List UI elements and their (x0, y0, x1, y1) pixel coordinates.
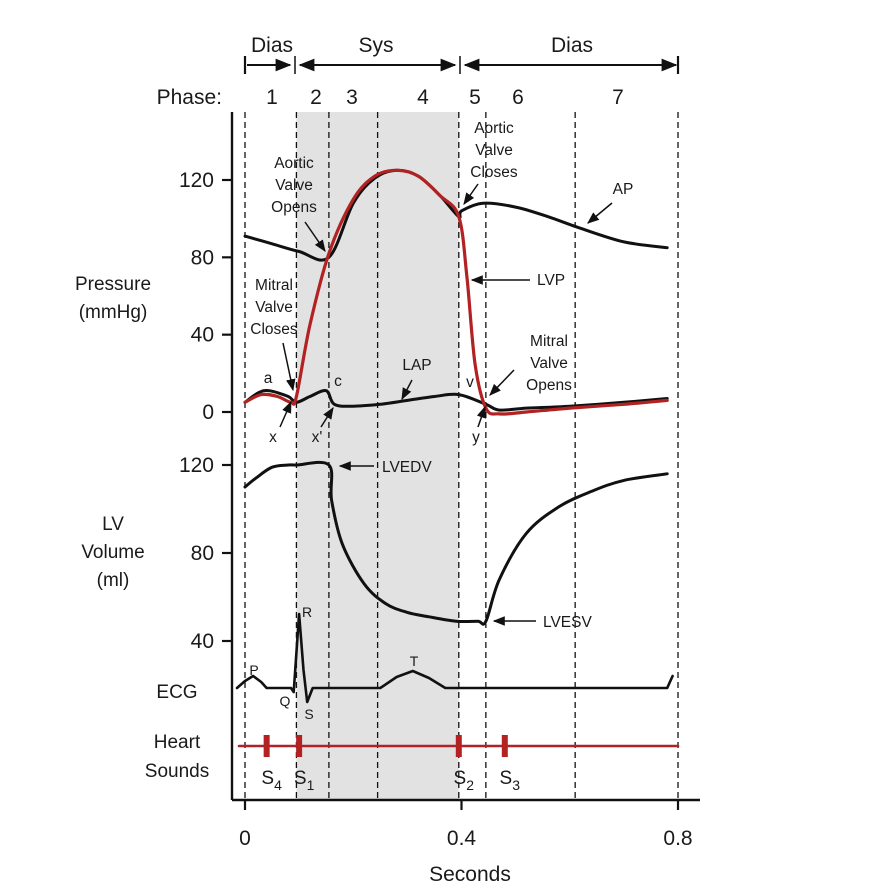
pressure-tick-label-80: 80 (191, 246, 214, 269)
phase-numbers: 1 2 3 4 5 6 7 (266, 86, 624, 109)
heart-sound-s2-label: S2 (454, 768, 475, 793)
pressure-tick-label-120: 120 (179, 169, 214, 192)
svg-text:AP: AP (613, 181, 634, 198)
annotation-mitral-valve-opens: Mitral Valve Opens (489, 333, 572, 396)
annotation-lvesv: LVESV (492, 614, 592, 631)
phase-number-3: 3 (346, 86, 358, 109)
pressure-axis-label-2: (mmHg) (79, 302, 148, 323)
cycle-bracket: Dias Sys Dias (243, 34, 680, 74)
phase-number-5: 5 (469, 86, 481, 109)
svg-text:a: a (264, 370, 273, 387)
pressure-tick-label-40: 40 (191, 324, 214, 347)
phase-row-label: Phase: (157, 86, 222, 109)
ecg-wave-q: Q (280, 693, 291, 709)
svg-text:Closes: Closes (250, 321, 298, 338)
annotation-lap: LAP (401, 357, 432, 401)
phase-number-6: 6 (512, 86, 524, 109)
x-tick-label-2: 0.8 (663, 827, 692, 850)
svg-text:Valve: Valve (255, 299, 293, 316)
volume-axis-label-1: LV (102, 514, 124, 535)
phase-number-2: 2 (310, 86, 322, 109)
svg-text:Aortic: Aortic (474, 120, 514, 137)
svg-text:y: y (472, 429, 480, 446)
volume-axis-label-3: (ml) (97, 570, 130, 591)
y-axis-ticks: 0 40 80 120 40 80 120 (179, 169, 232, 653)
heart-sound-s1-mark (296, 735, 303, 757)
svg-text:LVEDV: LVEDV (382, 459, 432, 476)
svg-text:Valve: Valve (275, 177, 313, 194)
annotation-ap: AP (587, 181, 634, 224)
pressure-tick-label-0: 0 (202, 401, 214, 424)
heart-sound-s3-mark (501, 735, 508, 757)
svg-text:Mitral: Mitral (530, 333, 568, 350)
series-group (243, 168, 669, 626)
ecg-wave-r: R (302, 604, 312, 620)
dias-right-label: Dias (551, 34, 593, 57)
svg-text:Closes: Closes (470, 164, 518, 181)
annotation-mitral-valve-closes: Mitral Valve Closes (250, 277, 298, 392)
sys-label: Sys (358, 34, 393, 57)
dias-left-label: Dias (251, 34, 293, 57)
phase-number-7: 7 (612, 86, 624, 109)
x-axis-title: Seconds (429, 863, 511, 886)
heart-sounds-label-1: Heart (154, 732, 201, 753)
svg-text:Aortic: Aortic (274, 155, 314, 172)
heart-sound-s4-mark (263, 735, 270, 757)
phase-number-4: 4 (417, 86, 429, 109)
svg-text:LVESV: LVESV (543, 614, 592, 631)
ecg-wave-p: P (249, 662, 258, 678)
x-axis-ticks: 0 0.4 0.8 (239, 800, 693, 850)
annotation-lvedv: LVEDV (338, 459, 432, 476)
annotation-lap-waves: a c v x x' y (264, 370, 486, 446)
heart-sound-s3-label: S3 (500, 768, 521, 793)
volume-tick-label-120: 120 (179, 454, 214, 477)
svg-text:Valve: Valve (475, 142, 513, 159)
svg-text:Opens: Opens (526, 377, 572, 394)
annotation-aortic-valve-opens: Aortic Valve Opens (271, 155, 326, 252)
pressure-axis-label-1: Pressure (75, 274, 151, 295)
ecg-label: ECG (156, 682, 197, 703)
series-lvp-line (243, 168, 669, 416)
svg-text:Mitral: Mitral (255, 277, 293, 294)
x-tick-label-1: 0.4 (447, 827, 477, 850)
svg-text:v: v (466, 374, 474, 391)
svg-text:x': x' (312, 429, 323, 446)
annotation-aortic-valve-closes: Aortic Valve Closes (463, 120, 518, 205)
series-lap-line (243, 388, 669, 412)
phase-number-1: 1 (266, 86, 278, 109)
ecg-trace (235, 612, 674, 704)
svg-text:LVP: LVP (537, 272, 565, 289)
heart-sound-marks: S4 S1 S2 S3 (261, 735, 520, 793)
svg-text:x: x (269, 429, 277, 446)
series-lv-volume-line (243, 460, 669, 626)
svg-text:c: c (334, 373, 342, 390)
phase-boundary-lines (244, 112, 679, 800)
annotation-lvp: LVP (470, 272, 565, 289)
x-tick-label-0: 0 (239, 827, 251, 850)
svg-text:Opens: Opens (271, 199, 317, 216)
heart-sound-s4-label: S4 (261, 768, 282, 793)
heart-sound-s2-mark (455, 735, 462, 757)
ecg-wave-s: S (304, 706, 313, 722)
heart-sounds-label-2: Sounds (145, 761, 209, 782)
svg-text:Valve: Valve (530, 355, 568, 372)
volume-tick-label-40: 40 (191, 630, 214, 653)
volume-axis-label-2: Volume (81, 542, 144, 563)
svg-text:LAP: LAP (402, 357, 431, 374)
ecg-wave-t: T (410, 653, 419, 669)
volume-tick-label-80: 80 (191, 542, 214, 565)
heart-sound-s1-label: S1 (294, 768, 315, 793)
